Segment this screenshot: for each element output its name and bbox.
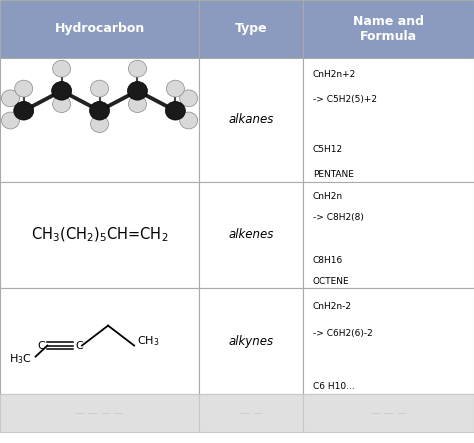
Circle shape: [165, 101, 185, 120]
Text: CH$_3$(CH$_2$)$_5$CH=CH$_2$: CH$_3$(CH$_2$)$_5$CH=CH$_2$: [31, 225, 168, 244]
Text: Name and
Formula: Name and Formula: [353, 15, 424, 43]
Text: -> C5H2(5)+2: -> C5H2(5)+2: [313, 95, 377, 104]
Circle shape: [53, 96, 71, 113]
Bar: [0, 58, 199, 182]
Text: OCTENE: OCTENE: [313, 277, 349, 286]
Text: Type: Type: [235, 22, 267, 35]
Text: PENTANE: PENTANE: [313, 170, 354, 179]
Bar: [0, 182, 199, 288]
Bar: [303, 0, 474, 58]
Bar: [303, 288, 474, 394]
Circle shape: [91, 116, 109, 132]
Text: C: C: [37, 341, 45, 350]
Text: -> C6H2(6)-2: -> C6H2(6)-2: [313, 329, 373, 338]
Text: — —: — —: [240, 408, 263, 418]
Circle shape: [90, 101, 109, 120]
Text: CnH2n-2: CnH2n-2: [313, 302, 352, 311]
Bar: [199, 58, 303, 182]
Circle shape: [15, 80, 33, 97]
Text: alkanes: alkanes: [228, 113, 274, 126]
Circle shape: [128, 96, 146, 113]
Circle shape: [1, 90, 19, 107]
Text: C5H12: C5H12: [313, 145, 343, 154]
Bar: [0, 288, 199, 394]
Bar: [199, 0, 303, 58]
Text: -> C8H2(8): -> C8H2(8): [313, 213, 364, 222]
Circle shape: [180, 112, 198, 129]
Bar: [0, 0, 199, 58]
Text: C: C: [76, 341, 83, 350]
Text: H$_3$C: H$_3$C: [9, 352, 32, 366]
Circle shape: [14, 101, 34, 120]
Text: CnH2n: CnH2n: [313, 192, 343, 201]
Bar: [303, 394, 474, 432]
Circle shape: [52, 82, 72, 100]
Bar: [199, 288, 303, 394]
Text: — — —: — — —: [371, 408, 406, 418]
Bar: [199, 394, 303, 432]
Text: — — — —: — — — —: [75, 408, 124, 418]
Text: alkenes: alkenes: [228, 228, 274, 241]
Circle shape: [128, 82, 147, 100]
Text: Hydrocarbon: Hydrocarbon: [55, 22, 145, 35]
Bar: [303, 58, 474, 182]
Text: CnH2n+2: CnH2n+2: [313, 70, 356, 79]
Text: C6 H10...: C6 H10...: [313, 382, 355, 391]
Text: CH$_3$: CH$_3$: [137, 334, 159, 348]
Bar: [199, 182, 303, 288]
Circle shape: [53, 60, 71, 77]
Circle shape: [166, 80, 184, 97]
Text: C8H16: C8H16: [313, 256, 343, 265]
Circle shape: [1, 112, 19, 129]
Circle shape: [128, 60, 146, 77]
Circle shape: [91, 80, 109, 97]
Bar: [303, 182, 474, 288]
Circle shape: [180, 90, 198, 107]
Text: alkynes: alkynes: [228, 334, 274, 348]
Bar: [0, 394, 199, 432]
